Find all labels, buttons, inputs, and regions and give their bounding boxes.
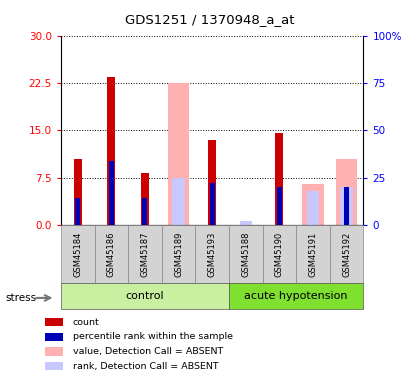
Text: GSM45192: GSM45192 xyxy=(342,231,351,277)
Bar xyxy=(275,134,284,225)
Text: GDS1251 / 1370948_a_at: GDS1251 / 1370948_a_at xyxy=(125,13,295,26)
Text: acute hypotension: acute hypotension xyxy=(244,291,348,301)
Bar xyxy=(302,184,324,225)
Bar xyxy=(45,362,63,370)
Bar xyxy=(45,318,63,326)
Bar xyxy=(344,187,349,225)
Bar xyxy=(336,159,357,225)
Text: GSM45191: GSM45191 xyxy=(308,231,318,277)
Text: GSM45189: GSM45189 xyxy=(174,231,183,277)
Text: GSM45186: GSM45186 xyxy=(107,231,116,277)
Bar xyxy=(195,225,229,283)
Bar xyxy=(307,191,319,225)
Text: value, Detection Call = ABSENT: value, Detection Call = ABSENT xyxy=(73,347,223,356)
Text: count: count xyxy=(73,318,100,327)
Bar xyxy=(45,333,63,341)
Bar xyxy=(168,83,189,225)
Bar xyxy=(107,76,116,225)
Text: GSM45184: GSM45184 xyxy=(73,231,82,277)
Bar xyxy=(229,283,363,309)
Bar xyxy=(61,225,94,283)
Text: GSM45193: GSM45193 xyxy=(207,231,217,277)
Bar xyxy=(341,187,352,225)
Bar xyxy=(262,225,296,283)
Bar xyxy=(173,178,184,225)
Bar xyxy=(61,283,229,309)
Bar xyxy=(75,198,80,225)
Bar xyxy=(330,225,363,283)
Bar xyxy=(277,187,282,225)
Text: stress: stress xyxy=(5,293,37,303)
Bar xyxy=(45,348,63,355)
Bar xyxy=(296,225,330,283)
Bar xyxy=(162,225,195,283)
Bar xyxy=(229,225,262,283)
Text: GSM45190: GSM45190 xyxy=(275,231,284,277)
Bar xyxy=(128,225,162,283)
Text: GSM45188: GSM45188 xyxy=(241,231,250,277)
Bar xyxy=(74,159,82,225)
Bar xyxy=(240,221,252,225)
Text: percentile rank within the sample: percentile rank within the sample xyxy=(73,333,233,342)
Bar xyxy=(109,160,114,225)
Text: rank, Detection Call = ABSENT: rank, Detection Call = ABSENT xyxy=(73,362,218,370)
Text: GSM45187: GSM45187 xyxy=(140,231,150,277)
Bar xyxy=(141,173,149,225)
Bar xyxy=(210,183,215,225)
Bar xyxy=(142,198,147,225)
Bar xyxy=(208,140,216,225)
Text: control: control xyxy=(126,291,164,301)
Bar xyxy=(94,225,128,283)
